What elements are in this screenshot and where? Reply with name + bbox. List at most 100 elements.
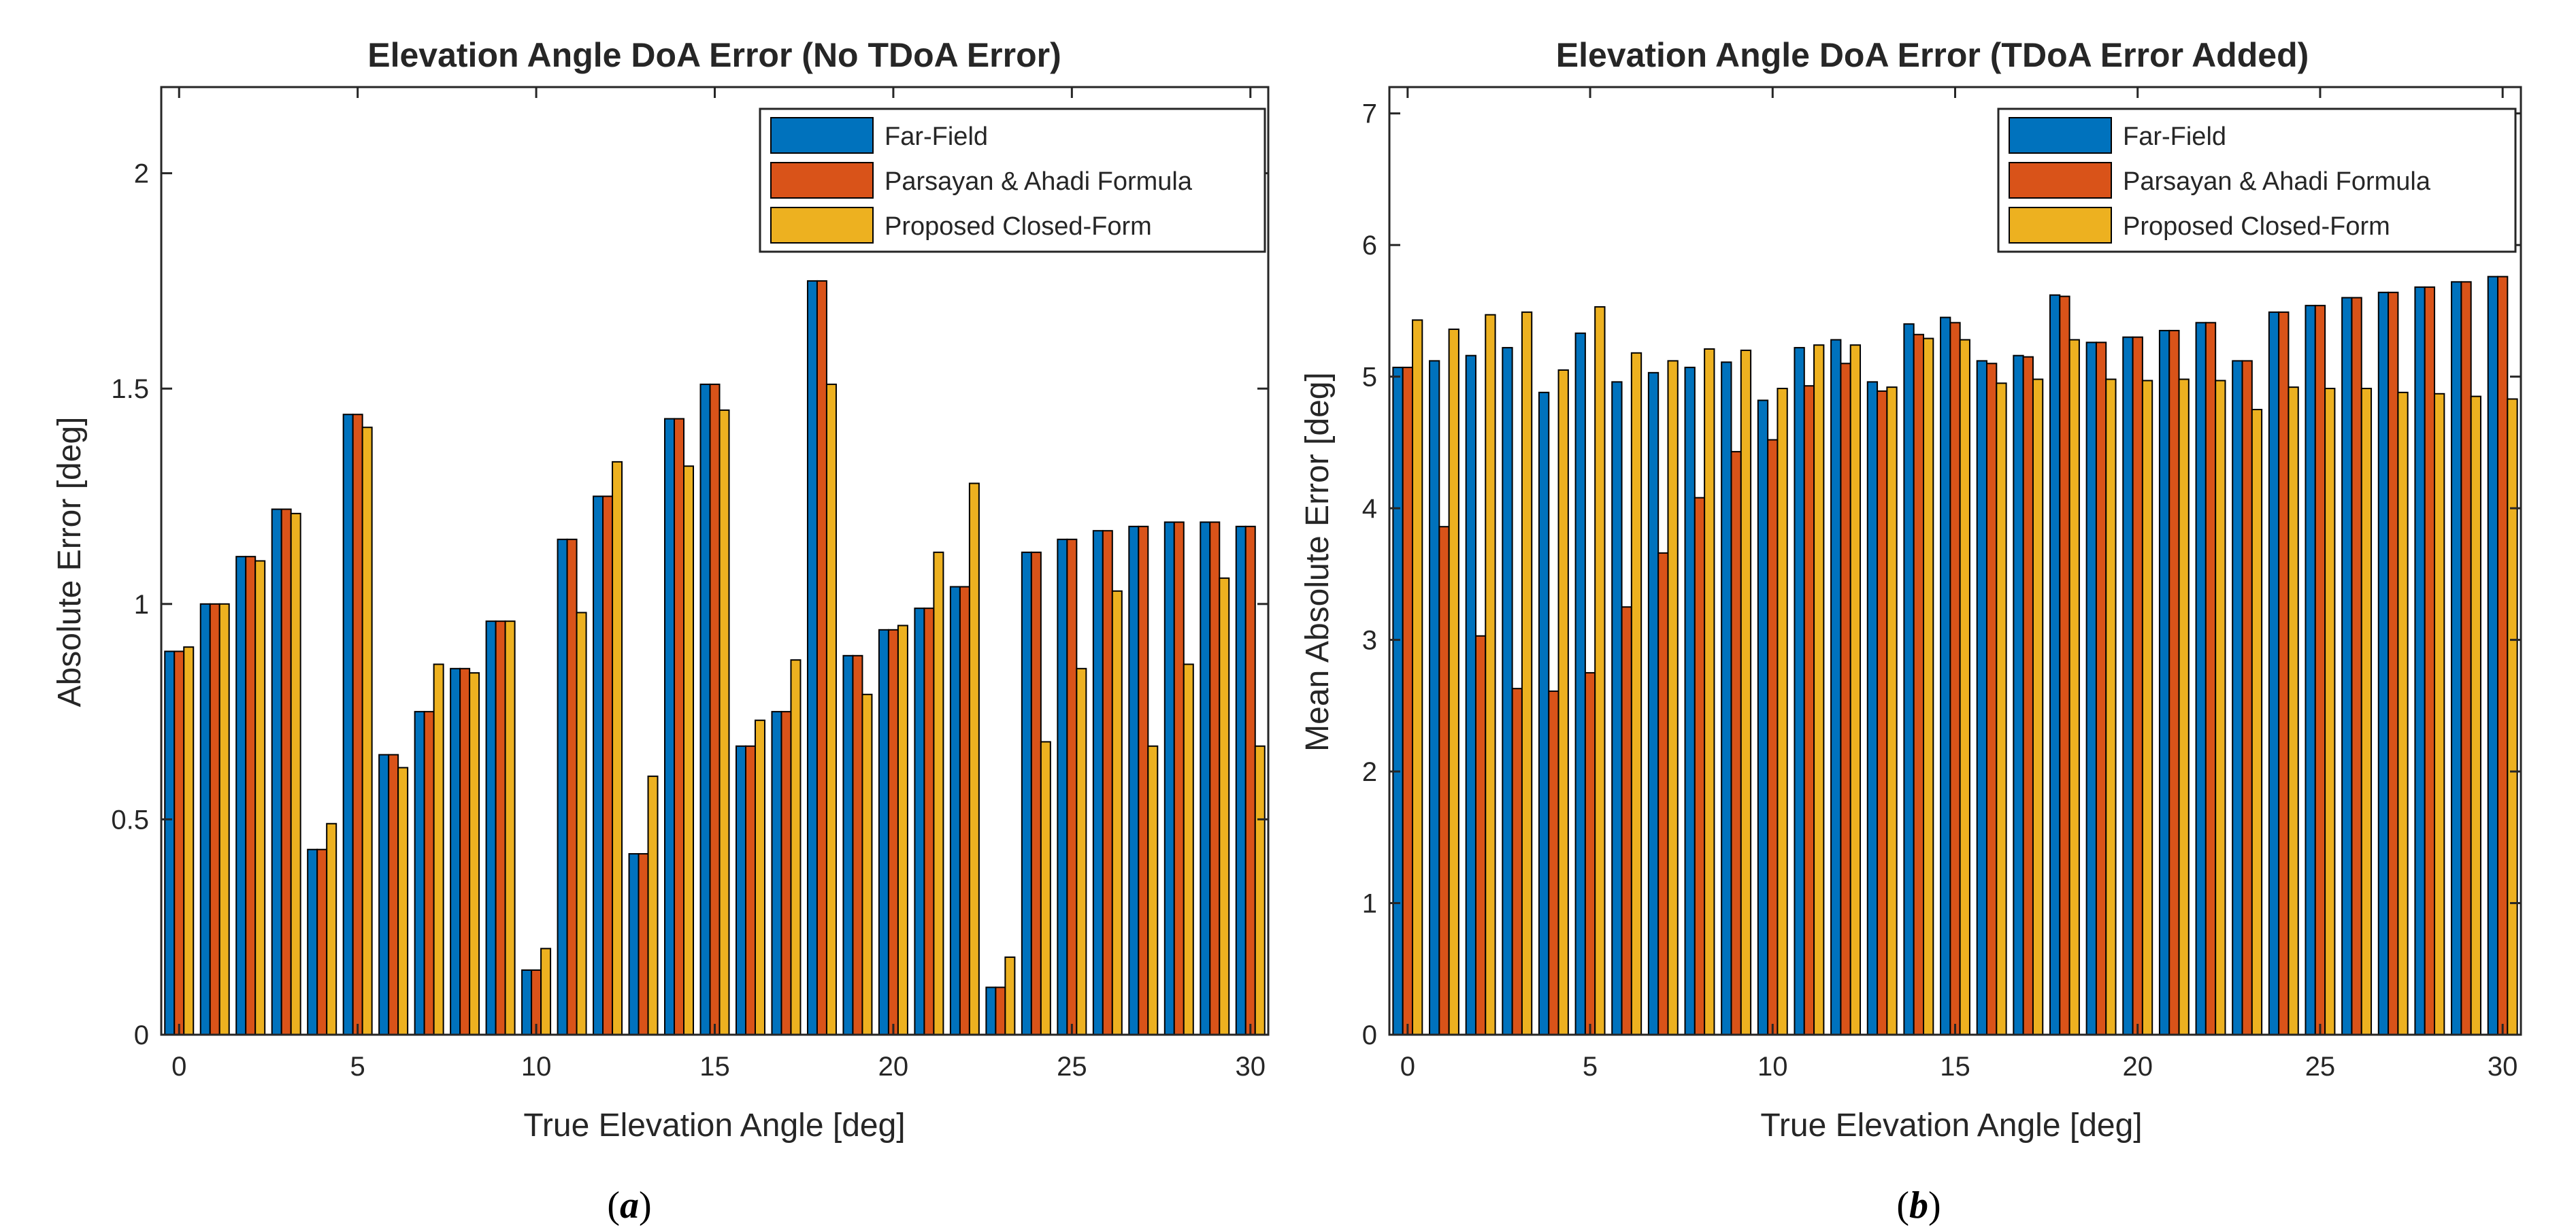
panel-b-y-axis-ticks: 0 1 2 3 4 5 6 7 [1362,99,2521,1050]
panel-b-x-axis-ticks: 0 5 10 15 20 25 30 [1400,87,2518,1082]
panel-b-caption-letter: b [1909,1184,1928,1227]
panel-b-bar-far-field-1 [1429,360,1440,1035]
panel-a-bar-far-field-1 [199,603,211,1035]
panel-b-legend-swatch-far-field [2009,117,2112,154]
panel-b-bar-far-field-3 [1502,347,1513,1035]
panel-a-bar-proposed-14 [683,465,695,1035]
panel-b-bar-proposed-19 [2105,378,2117,1035]
panel-a-bar-proposed-19 [861,693,873,1035]
panel-a-bar-proposed-8 [469,672,480,1035]
panel-a-bar-proposed-22 [968,482,980,1035]
panel-a-legend-swatch-far-field [770,117,874,154]
panel-a-bar-proposed-12 [612,461,623,1035]
panel-b-x-tick-label: 25 [2305,1052,2336,1082]
panel-a-x-axis-label: True Elevation Angle [deg] [523,1108,905,1144]
panel-a-bar-parsayan-ahadi-0 [174,650,185,1035]
panel-b-bar-far-field-13 [1866,381,1879,1035]
panel-a-bar-proposed-11 [576,612,587,1035]
panel-a-bar-parsayan-ahadi-24 [1030,551,1042,1035]
panel-b-bar-far-field-30 [2487,276,2499,1036]
panel-a-y-tick-label: 1 [134,590,149,620]
panel-a-bar-far-field-20 [878,629,889,1035]
panel-a-bar-parsayan-ahadi-23 [995,986,1006,1035]
panel-a-bar-parsayan-ahadi-25 [1066,538,1078,1035]
panel-a-bar-far-field-10 [521,969,533,1036]
panel-b-bar-far-field-9 [1721,361,1732,1035]
panel-a-bar-parsayan-ahadi-7 [423,711,435,1035]
panel-b-axes-box [1388,86,2522,1036]
panel-b-bar-proposed-6 [1630,352,1642,1035]
panel-b-bar-proposed-17 [2032,378,2044,1035]
panel-b-bar-far-field-2 [1465,354,1476,1035]
panel-a-bar-far-field-24 [1021,551,1032,1035]
panel-b-bar-far-field-7 [1647,371,1659,1035]
panel-b-y-tick-label: 5 [1362,363,1377,393]
panel-b-bars [1392,276,2518,1036]
panel-a-bar-far-field-25 [1057,538,1068,1035]
panel-a-bar-proposed-16 [754,719,765,1036]
panel-a-bar-far-field-15 [699,383,711,1035]
panel-a-bar-parsayan-ahadi-26 [1102,530,1113,1035]
panel-a-legend-swatch-proposed [770,207,874,244]
panel-b-bar-proposed-4 [1557,369,1569,1035]
panel-a-chart: Elevation Angle DoA Error (No TDoA Error… [52,36,1270,1227]
panel-a-axes-box [160,86,1270,1036]
panel-b-bar-proposed-8 [1704,348,1715,1035]
panel-b-bar-proposed-29 [2470,395,2481,1035]
panel-a-bar-far-field-16 [735,745,746,1036]
panel-a-bar-proposed-13 [647,776,659,1035]
panel-a-bar-parsayan-ahadi-30 [1244,525,1256,1035]
panel-b-bar-proposed-18 [2068,339,2080,1036]
panel-a-bar-far-field-18 [806,280,818,1035]
panel-b-y-tick-label: 6 [1362,231,1377,261]
panel-b-x-tick-label: 30 [2488,1052,2518,1082]
panel-b-bar-far-field-26 [2341,297,2353,1035]
panel-a-bar-proposed-0 [183,646,195,1035]
panel-b-bar-proposed-2 [1485,314,1496,1036]
panel-a-bar-parsayan-ahadi-8 [459,667,471,1035]
panel-b-y-tick-label: 7 [1362,99,1377,129]
panel-b-bar-far-field-20 [2122,336,2134,1036]
panel-a-bar-far-field-3 [271,508,282,1035]
panel-b-y-tick-label: 3 [1362,626,1377,656]
panel-b-bar-proposed-1 [1448,328,1459,1035]
panel-b-bar-proposed-25 [2324,388,2336,1035]
panel-a-x-tick-label: 0 [171,1052,186,1082]
panel-a-bar-proposed-20 [897,625,908,1035]
panel-b-bar-far-field-28 [2414,286,2426,1036]
panel-a-bar-proposed-3 [290,512,301,1035]
panel-a-bar-parsayan-ahadi-17 [780,711,792,1035]
panel-a-bar-parsayan-ahadi-19 [852,654,863,1035]
panel-a-bar-parsayan-ahadi-14 [674,418,685,1035]
panel-b-bar-far-field-25 [2305,305,2316,1035]
panel-b-legend-swatch-parsayan-ahadi [2009,162,2112,199]
panel-b-bar-parsayan-ahadi-16 [1985,363,1998,1035]
panel-b-bar-far-field-27 [2377,291,2390,1036]
panel-b-bar-far-field-11 [1794,347,1805,1035]
panel-a-bar-proposed-6 [397,767,409,1036]
panel-b-x-tick-label: 0 [1400,1052,1415,1082]
panel-b-bar-proposed-10 [1777,388,1788,1035]
panel-a-bar-proposed-9 [504,620,516,1035]
panel-a-bar-parsayan-ahadi-11 [566,538,578,1035]
panel-a-bar-far-field-4 [307,848,318,1035]
panel-a-bar-proposed-26 [1111,590,1123,1035]
panel-b-bar-proposed-28 [2434,393,2445,1035]
panel-b-bar-parsayan-ahadi-14 [1913,333,1925,1036]
panel-a-bar-far-field-28 [1163,521,1175,1035]
panel-a-x-tick-label: 20 [878,1052,909,1082]
panel-b-bar-far-field-22 [2195,322,2207,1036]
panel-b-x-tick-label: 15 [1940,1052,1970,1082]
panel-b-bar-far-field-14 [1903,323,1915,1035]
panel-a-bar-proposed-30 [1254,745,1266,1036]
panel-b-bar-proposed-15 [1959,339,1970,1036]
panel-b-bar-proposed-11 [1813,344,1825,1035]
panel-b-caption: (b) [1896,1184,1941,1227]
panel-b-bar-parsayan-ahadi-21 [2168,329,2180,1035]
panel-a-bar-parsayan-ahadi-15 [709,383,721,1035]
panel-a-x-tick-label: 10 [521,1052,552,1082]
panel-b-y-tick-label: 1 [1362,889,1377,919]
panel-a-legend-label-far-field: Far-Field [885,122,988,151]
panel-b-bar-parsayan-ahadi-26 [2351,297,2362,1035]
